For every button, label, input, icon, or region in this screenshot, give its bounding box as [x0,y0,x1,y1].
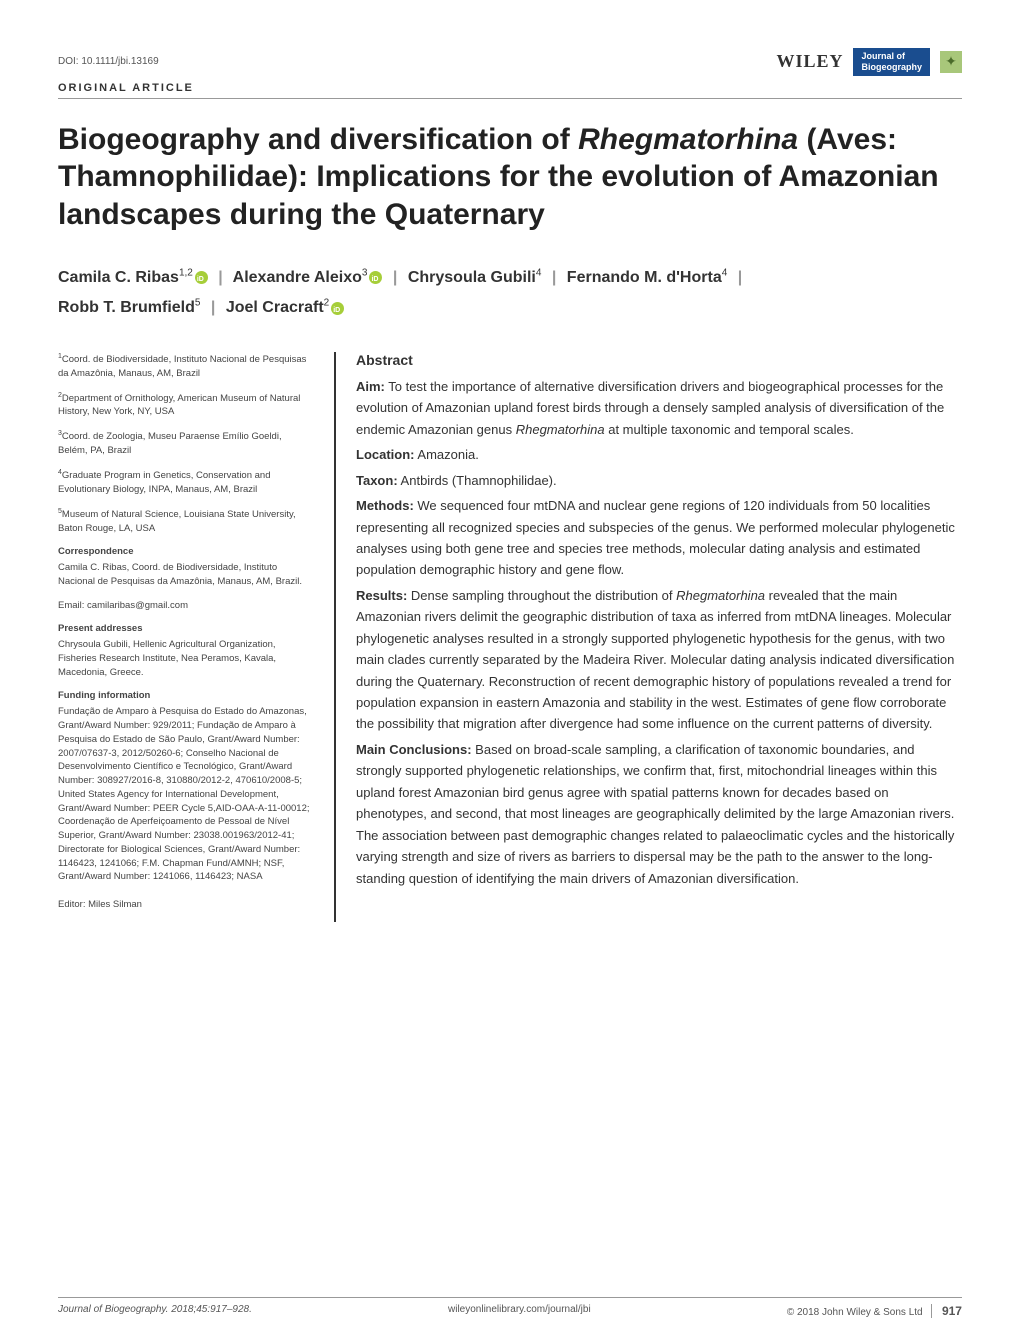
correspondence-body: Camila C. Ribas, Coord. de Biodiversidad… [58,561,310,589]
funding-body: Fundação de Amparo à Pesquisa do Estado … [58,705,310,884]
footer-url: wileyonlinelibrary.com/journal/jbi [448,1304,591,1318]
left-column: 1Coord. de Biodiversidade, Instituto Nac… [58,352,310,922]
footer-copyright: © 2018 John Wiley & Sons Ltd [787,1307,923,1318]
right-column: Abstract Aim: To test the importance of … [334,352,962,922]
abstract-results: Results: Dense sampling throughout the d… [356,585,962,735]
doi: DOI: 10.1111/jbi.13169 [58,56,159,67]
author-sep: | [552,269,556,286]
author-aff: 1,2 [179,268,193,279]
affiliation: 2Department of Ornithology, American Mus… [58,391,310,420]
aim-label: Aim: [356,379,385,394]
author-sep: | [218,269,222,286]
correspondence-email: Email: camilaribas@gmail.com [58,599,310,613]
location-label: Location: [356,447,415,462]
abstract-methods: Methods: We sequenced four mtDNA and nuc… [356,495,962,581]
journal-badge-line2: Biogeography [861,62,922,72]
taxon-text: Antbirds (Thamnophilidae). [398,473,557,488]
author: Alexandre Aleixo [233,269,362,286]
author-list: Camila C. Ribas1,2 | Alexandre Aleixo3 |… [58,263,962,324]
author: Chrysoula Gubili [408,269,536,286]
author-sep: | [738,269,742,286]
page-number: 917 [931,1304,962,1318]
journal-badge: Journal of Biogeography [853,48,930,76]
author-sep: | [393,269,397,286]
abstract-head: Abstract [356,352,962,368]
affiliation-text: Graduate Program in Genetics, Conservati… [58,470,271,495]
footer: Journal of Biogeography. 2018;45:917–928… [58,1297,962,1318]
leaf-icon: ✦ [940,51,962,73]
journal-badge-line1: Journal of [861,51,905,61]
author: Joel Cracraft [226,299,324,316]
abstract-location: Location: Amazonia. [356,444,962,465]
results-label: Results: [356,588,407,603]
title-pre: Biogeography and diversification of [58,123,578,156]
author-aff: 4 [722,268,728,279]
affiliation: 1Coord. de Biodiversidade, Instituto Nac… [58,352,310,381]
present-body: Chrysoula Gubili, Hellenic Agricultural … [58,638,310,679]
author-aff: 4 [536,268,542,279]
author-aff: 2 [324,298,330,309]
orcid-icon [331,302,344,315]
conclusions-text: Based on broad-scale sampling, a clarifi… [356,742,954,886]
publisher-logo: WILEY [776,51,843,72]
location-text: Amazonia. [415,447,479,462]
affiliation: 5Museum of Natural Science, Louisiana St… [58,507,310,536]
funding-head: Funding information [58,689,310,703]
author-sep: | [211,299,215,316]
abstract-conclusions: Main Conclusions: Based on broad-scale s… [356,739,962,889]
present-head: Present addresses [58,622,310,636]
results-italic: Rhegmatorhina [676,588,765,603]
brand-row: WILEY Journal of Biogeography ✦ [776,48,962,76]
divider [58,98,962,99]
affiliation: 3Coord. de Zoologia, Museu Paraense Emíl… [58,429,310,458]
abstract-body: Aim: To test the importance of alternati… [356,376,962,889]
header-row: DOI: 10.1111/jbi.13169 WILEY Journal of … [58,48,962,76]
taxon-label: Taxon: [356,473,398,488]
article-type: ORIGINAL ARTICLE [58,82,962,94]
title-italic: Rhegmatorhina [578,123,798,156]
affiliation-text: Coord. de Zoologia, Museu Paraense Emíli… [58,431,282,456]
results-post: revealed that the main Amazonian rivers … [356,588,954,732]
results-pre: Dense sampling throughout the distributi… [407,588,676,603]
methods-label: Methods: [356,498,414,513]
methods-text: We sequenced four mtDNA and nuclear gene… [356,498,955,577]
two-column-layout: 1Coord. de Biodiversidade, Instituto Nac… [58,352,962,922]
affiliation-text: Museum of Natural Science, Louisiana Sta… [58,509,296,534]
correspondence-head: Correspondence [58,545,310,559]
abstract-taxon: Taxon: Antbirds (Thamnophilidae). [356,470,962,491]
author: Fernando M. d'Horta [567,269,722,286]
aim-italic: Rhegmatorhina [516,422,605,437]
footer-right: © 2018 John Wiley & Sons Ltd 917 [787,1304,962,1318]
article-title: Biogeography and diversification of Rheg… [58,121,962,234]
orcid-icon [369,271,382,284]
footer-citation: Journal of Biogeography. 2018;45:917–928… [58,1304,252,1318]
editor: Editor: Miles Silman [58,898,310,912]
aim-post: at multiple taxonomic and temporal scale… [605,422,854,437]
orcid-icon [195,271,208,284]
author: Camila C. Ribas [58,269,179,286]
author: Robb T. Brumfield [58,299,195,316]
citation-text: Journal of Biogeography. 2018;45:917–928… [58,1304,252,1315]
affiliation-text: Department of Ornithology, American Muse… [58,393,300,418]
affiliation: 4Graduate Program in Genetics, Conservat… [58,468,310,497]
abstract-aim: Aim: To test the importance of alternati… [356,376,962,440]
conclusions-label: Main Conclusions: [356,742,472,757]
author-aff: 5 [195,298,201,309]
affiliation-text: Coord. de Biodiversidade, Instituto Naci… [58,354,306,379]
author-aff: 3 [362,268,368,279]
